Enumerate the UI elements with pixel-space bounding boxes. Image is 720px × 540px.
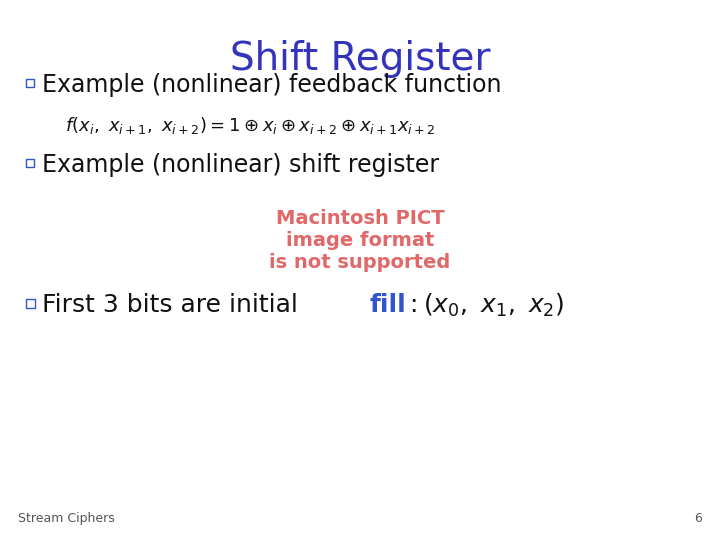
Text: First 3 bits are initial: First 3 bits are initial xyxy=(42,293,306,317)
Text: Macintosh PICT: Macintosh PICT xyxy=(276,208,444,227)
Text: Example (nonlinear) feedback function: Example (nonlinear) feedback function xyxy=(42,73,502,97)
Bar xyxy=(26,79,34,87)
Text: Example (nonlinear) shift register: Example (nonlinear) shift register xyxy=(42,153,439,177)
Text: is not supported: is not supported xyxy=(269,253,451,272)
Text: image format: image format xyxy=(286,231,434,249)
Text: Stream Ciphers: Stream Ciphers xyxy=(18,512,114,525)
Text: fill: fill xyxy=(370,293,407,317)
Text: Shift Register: Shift Register xyxy=(230,40,490,78)
Text: $f(x_i,\ x_{i+1},\ x_{i+2}) = 1 \oplus x_i \oplus x_{i+2} \oplus x_{i+1}x_{i+2}$: $f(x_i,\ x_{i+1},\ x_{i+2}) = 1 \oplus x… xyxy=(65,114,436,136)
Text: 6: 6 xyxy=(694,512,702,525)
Bar xyxy=(25,299,35,307)
Bar xyxy=(26,159,34,167)
Text: $: (x_0,\ x_1,\ x_2)$: $: (x_0,\ x_1,\ x_2)$ xyxy=(405,292,564,319)
